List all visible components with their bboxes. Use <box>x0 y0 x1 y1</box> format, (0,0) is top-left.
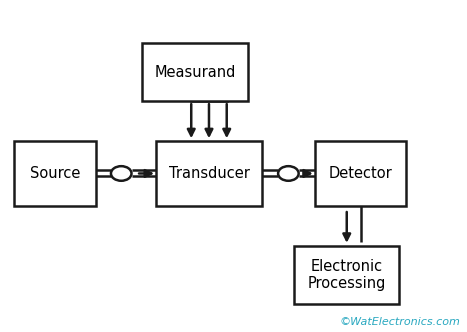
Text: Source: Source <box>30 166 80 181</box>
Circle shape <box>278 166 299 181</box>
Bar <box>142 43 248 101</box>
Circle shape <box>111 166 132 181</box>
Text: ©WatElectronics.com: ©WatElectronics.com <box>339 317 460 327</box>
Text: Detector: Detector <box>329 166 393 181</box>
Bar <box>294 246 399 304</box>
Bar <box>315 141 406 206</box>
Bar <box>14 141 96 206</box>
Text: Transducer: Transducer <box>169 166 249 181</box>
Bar <box>156 141 262 206</box>
Text: Measurand: Measurand <box>154 65 236 80</box>
Text: Electronic
Processing: Electronic Processing <box>308 259 386 291</box>
